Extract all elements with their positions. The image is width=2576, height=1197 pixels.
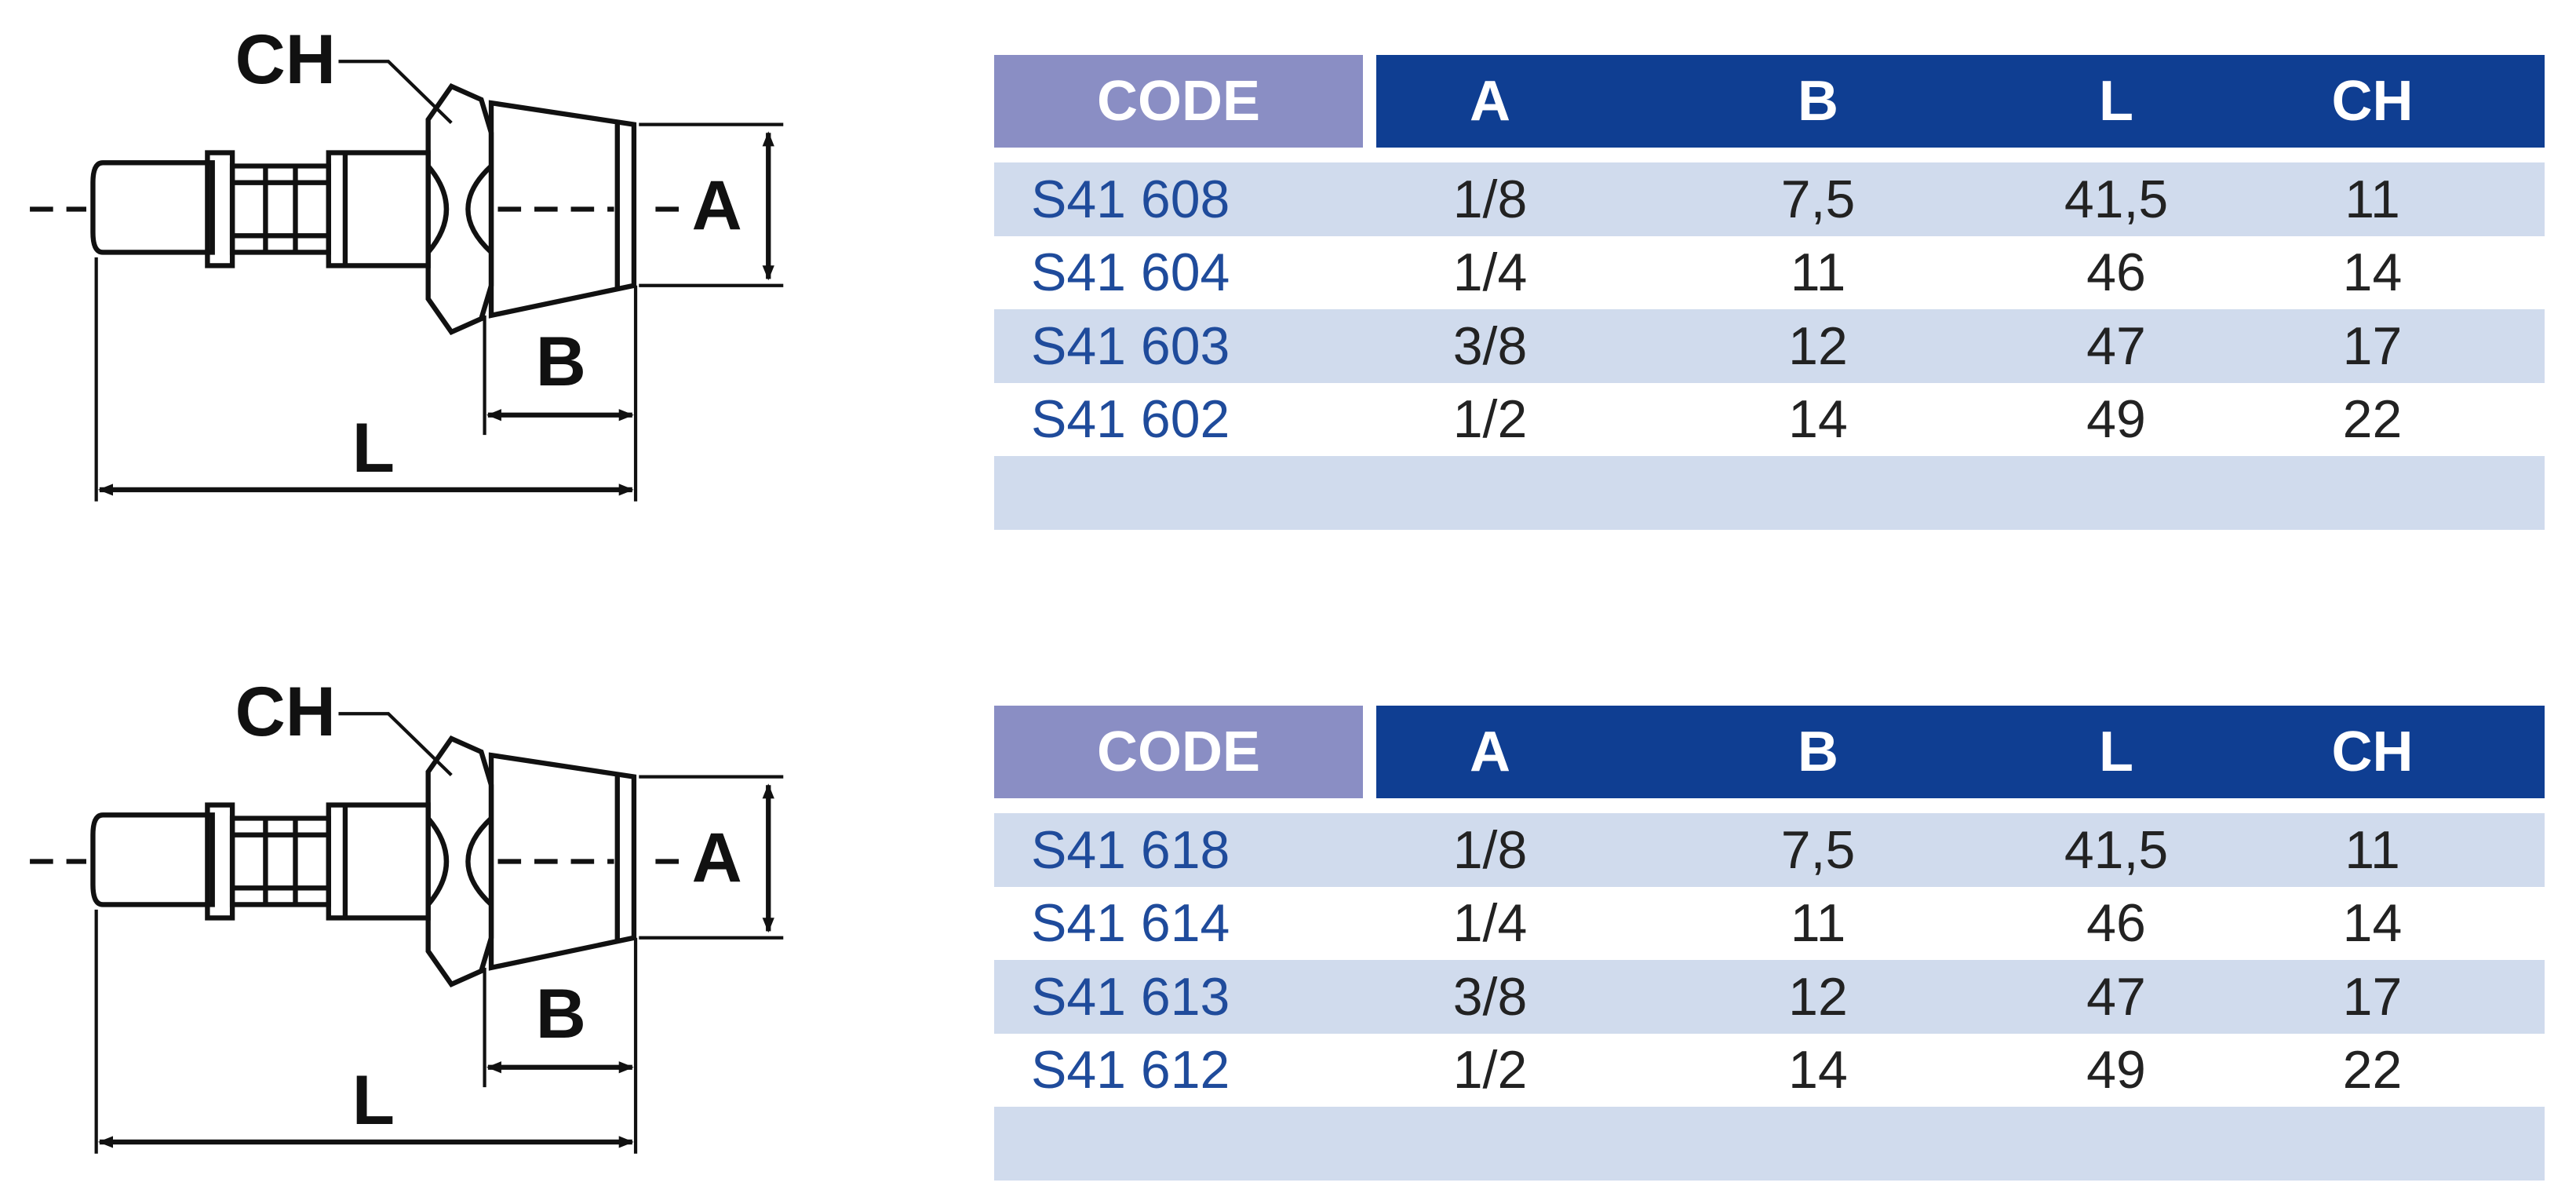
value-cell: 1/2 xyxy=(1452,1040,1528,1100)
value-cell: 41,5 xyxy=(2064,169,2169,229)
label-l: L xyxy=(352,1061,395,1139)
value-cell: 41,5 xyxy=(2064,819,2169,880)
value-cell: 14 xyxy=(2342,243,2403,303)
header-cell: B xyxy=(1798,721,1838,783)
fitting-drawing: CH A B L xyxy=(30,673,784,1154)
collar xyxy=(205,150,235,268)
dim-line xyxy=(94,122,784,502)
value-cell: 1/4 xyxy=(1452,893,1528,954)
code-cell: S41 602 xyxy=(1031,389,1230,450)
label-ch: CH xyxy=(235,673,336,750)
row-band xyxy=(994,1107,2545,1181)
label-l: L xyxy=(352,409,395,487)
value-cell: 14 xyxy=(2342,893,2403,954)
value-cell: 14 xyxy=(1788,389,1848,450)
value-cell: 17 xyxy=(2342,316,2403,376)
value-cell: 22 xyxy=(2342,1040,2403,1100)
value-cell: 11 xyxy=(1790,243,1846,303)
value-cell: 14 xyxy=(1788,1040,1848,1100)
value-cell: 47 xyxy=(2086,316,2146,376)
header-cell-code: CODE xyxy=(994,706,1363,798)
value-cell: 1/8 xyxy=(1452,819,1528,880)
header-cell: CH xyxy=(2331,721,2414,783)
hex xyxy=(425,83,494,335)
row-band xyxy=(994,456,2545,530)
header-cell: L xyxy=(2099,70,2133,133)
header-band xyxy=(1376,706,2545,798)
header-band xyxy=(1376,55,2545,148)
row-band xyxy=(994,960,2545,1034)
code-cell: S41 603 xyxy=(1031,316,1230,376)
value-cell: 1/8 xyxy=(1452,169,1528,229)
code-cell: S41 614 xyxy=(1031,893,1230,954)
value-cell: 11 xyxy=(1790,893,1846,954)
value-cell: 22 xyxy=(2342,389,2403,450)
code-cell: S41 608 xyxy=(1031,169,1230,229)
header-cell: CH xyxy=(2331,70,2414,133)
header-cell: L xyxy=(2099,721,2133,783)
value-cell: 47 xyxy=(2086,966,2146,1027)
leader-line xyxy=(338,60,453,125)
fitting-drawing: CH A B L xyxy=(30,20,784,502)
value-cell: 7,5 xyxy=(1780,169,1856,229)
stem xyxy=(229,163,331,255)
value-cell: 7,5 xyxy=(1780,819,1856,880)
header-cell: B xyxy=(1798,70,1838,133)
body xyxy=(326,802,431,921)
value-cell: 12 xyxy=(1788,966,1848,1027)
code-cell: S41 612 xyxy=(1031,1040,1230,1100)
value-cell: 49 xyxy=(2086,1040,2146,1100)
code-cell: S41 604 xyxy=(1031,243,1230,303)
label-ch: CH xyxy=(235,20,336,98)
value-cell: 46 xyxy=(2086,243,2146,303)
header-cell: A xyxy=(1470,721,1510,783)
label-a: A xyxy=(692,166,742,244)
header-cell: A xyxy=(1470,70,1510,133)
value-cell: 46 xyxy=(2086,893,2146,954)
dim-line xyxy=(94,775,784,1154)
collar xyxy=(205,802,235,921)
value-cell: 1/4 xyxy=(1452,243,1528,303)
value-cell: 11 xyxy=(2345,819,2400,880)
value-cell: 12 xyxy=(1788,316,1848,376)
code-cell: S41 613 xyxy=(1031,966,1230,1027)
tube xyxy=(90,160,215,255)
code-cell: S41 618 xyxy=(1031,819,1230,880)
hex xyxy=(425,735,494,987)
label-b: B xyxy=(536,323,586,400)
value-cell: 17 xyxy=(2342,966,2403,1027)
leader-line xyxy=(338,712,453,777)
header-cell-code: CODE xyxy=(994,55,1363,148)
body xyxy=(326,150,431,268)
tube xyxy=(90,812,215,907)
row-band xyxy=(994,309,2545,383)
label-b: B xyxy=(536,975,586,1053)
stem xyxy=(229,816,331,907)
row-band xyxy=(994,813,2545,887)
label-a: A xyxy=(692,819,742,896)
value-cell: 3/8 xyxy=(1452,316,1528,376)
value-cell: 1/2 xyxy=(1452,389,1528,450)
value-cell: 11 xyxy=(2345,169,2400,229)
value-cell: 3/8 xyxy=(1452,966,1528,1027)
value-cell: 49 xyxy=(2086,389,2146,450)
row-band xyxy=(994,162,2545,236)
